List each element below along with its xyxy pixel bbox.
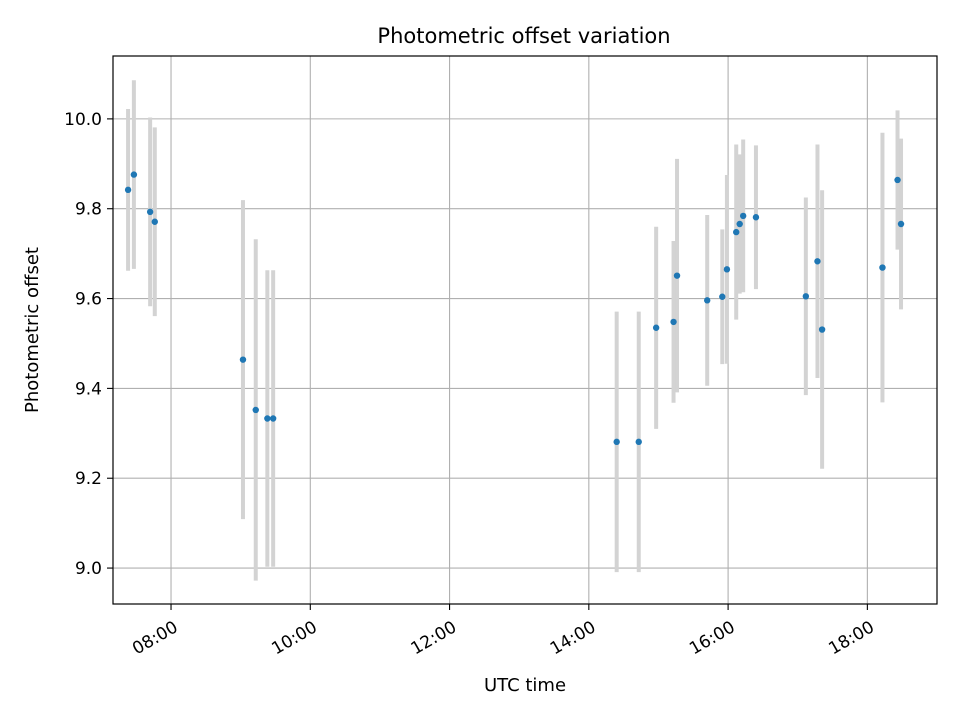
data-point xyxy=(736,220,743,228)
data-point xyxy=(124,186,132,194)
y-tick-label: 9.8 xyxy=(75,200,102,220)
data-point xyxy=(897,220,905,228)
data-point xyxy=(613,438,620,446)
data-point xyxy=(733,228,740,236)
x-tick-label: 10:00 xyxy=(268,617,320,659)
y-tick-label: 9.6 xyxy=(75,290,102,310)
x-tick-label: 08:00 xyxy=(129,617,181,659)
data-point xyxy=(814,258,821,265)
chart-title: Photometric offset variation xyxy=(377,24,670,48)
data-point xyxy=(879,264,886,271)
data-point xyxy=(739,212,747,220)
data-point xyxy=(818,326,826,333)
y-tick-label: 9.2 xyxy=(75,469,102,489)
data-point xyxy=(752,214,760,221)
data-point xyxy=(146,208,154,216)
data-points xyxy=(124,171,905,446)
x-tick-label: 12:00 xyxy=(408,617,460,659)
data-point xyxy=(704,297,711,304)
data-point xyxy=(635,438,642,446)
data-point xyxy=(151,218,158,225)
data-point xyxy=(652,324,660,331)
x-axis-ticks: 08:00 10:00 12:00 14:00 16:00 18:00 xyxy=(129,604,878,659)
data-point xyxy=(673,272,681,279)
error-bars xyxy=(126,80,904,581)
grid xyxy=(113,56,937,604)
y-axis-label: Photometric offset xyxy=(22,247,43,413)
y-tick-label: 9.4 xyxy=(75,379,102,399)
x-tick-label: 16:00 xyxy=(686,617,738,659)
data-point xyxy=(239,356,247,363)
x-tick-label: 18:00 xyxy=(825,617,877,659)
data-point xyxy=(670,318,677,326)
y-tick-label: 9.0 xyxy=(75,559,102,579)
x-tick-label: 14:00 xyxy=(547,617,599,659)
data-point xyxy=(723,266,731,273)
x-axis-label: UTC time xyxy=(484,675,566,696)
data-point xyxy=(719,293,726,300)
plot-frame xyxy=(112,55,938,605)
y-tick-label: 10.0 xyxy=(64,110,102,130)
data-point xyxy=(894,176,901,184)
y-axis-ticks: 9.0 9.2 9.4 9.6 9.8 10.0 xyxy=(64,110,113,579)
data-point xyxy=(252,406,259,414)
data-point xyxy=(269,415,277,422)
data-point xyxy=(264,415,271,422)
data-point xyxy=(802,293,810,300)
data-point xyxy=(130,171,138,178)
